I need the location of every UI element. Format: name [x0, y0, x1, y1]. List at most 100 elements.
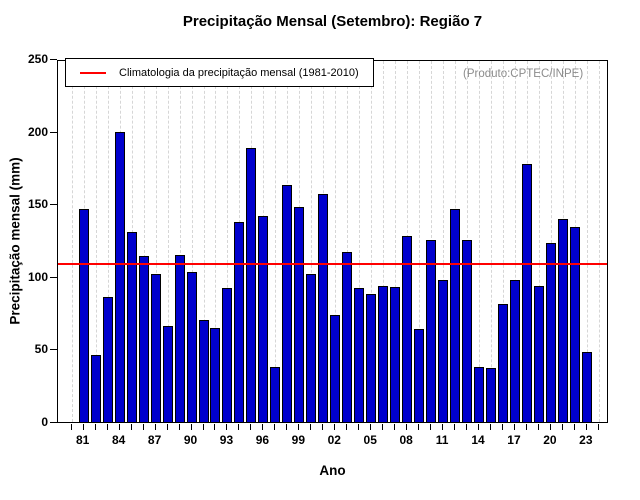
- x-tick-label-11: 11: [435, 433, 449, 447]
- x-tick-2015: [490, 424, 492, 430]
- x-tick-2020: [549, 424, 551, 430]
- x-tick-label-87: 87: [147, 433, 162, 447]
- y-tick-label-250: 250: [27, 52, 48, 66]
- x-tick-label-84: 84: [111, 433, 126, 447]
- y-tick-label-100: 100: [27, 270, 48, 284]
- x-tick-2019: [537, 424, 539, 430]
- bar-2023: [581, 352, 592, 422]
- x-tick-label-81: 81: [76, 433, 90, 447]
- x-tick-1999: [298, 424, 300, 430]
- x-tick-1998: [286, 424, 288, 430]
- gridline-2003: [347, 61, 349, 422]
- chart-title: Precipitação Mensal (Setembro): Região 7: [182, 13, 483, 30]
- x-tick-2009: [418, 424, 420, 430]
- bar-2004: [354, 288, 365, 422]
- x-tick-1980: [70, 424, 72, 430]
- x-tick-label-08: 08: [399, 433, 413, 447]
- bar-2016: [498, 304, 508, 422]
- x-tick-2007: [394, 424, 396, 430]
- y-tick-label-200: 200: [27, 125, 48, 139]
- bar-1999: [294, 207, 305, 422]
- bar-2003: [342, 252, 353, 422]
- gridline-2002: [335, 61, 337, 422]
- x-tick-2013: [466, 424, 468, 430]
- gridline-1993: [227, 61, 229, 422]
- x-tick-2011: [442, 424, 444, 430]
- bar-2007: [390, 287, 401, 422]
- bar-2019: [533, 286, 544, 422]
- x-tick-label-05: 05: [363, 433, 377, 447]
- gridline-2007: [395, 61, 397, 422]
- bar-2008: [402, 236, 413, 422]
- bar-1998: [282, 185, 293, 422]
- gridline-2020: [550, 61, 552, 422]
- x-tick-2017: [513, 424, 515, 430]
- y-axis-title: Precipitação mensal (mm): [7, 157, 23, 325]
- bar-2001: [318, 194, 329, 422]
- x-tick-2003: [346, 424, 348, 430]
- legend-box: Climatologia da precipitação mensal (198…: [65, 58, 374, 87]
- gridline-2016: [503, 61, 504, 422]
- gridline-1982: [95, 61, 97, 422]
- bar-1992: [210, 328, 221, 422]
- x-tick-1986: [142, 424, 144, 430]
- product-annotation: (Produto:CPTEC/INPE): [463, 68, 584, 80]
- bar-1993: [222, 288, 233, 422]
- gridline-1991: [203, 61, 205, 422]
- x-tick-2004: [358, 424, 360, 430]
- y-tick-250: [50, 59, 57, 60]
- y-tick-200: [50, 132, 57, 133]
- x-tick-1991: [202, 424, 204, 430]
- y-tick-0: [50, 422, 57, 423]
- gridline-1997: [275, 61, 277, 422]
- bar-1982: [90, 355, 101, 422]
- x-tick-2008: [406, 424, 408, 430]
- bar-1994: [234, 222, 245, 422]
- x-tick-2000: [310, 424, 312, 430]
- x-tick-2010: [430, 424, 432, 430]
- bar-1988: [162, 326, 173, 422]
- gridline-2006: [383, 61, 385, 422]
- x-tick-1989: [178, 424, 180, 430]
- x-tick-label-17: 17: [507, 433, 521, 447]
- legend-label: Climatologia da precipitação mensal (198…: [119, 66, 359, 79]
- y-tick-label-150: 150: [27, 197, 48, 211]
- x-tick-2012: [454, 424, 456, 430]
- bar-1989: [174, 255, 185, 422]
- x-tick-2014: [478, 424, 480, 430]
- x-tick-2023: [585, 424, 587, 430]
- x-tick-label-14: 14: [471, 433, 485, 447]
- gridline-1988: [167, 61, 169, 422]
- gridline-1986: [143, 61, 145, 422]
- x-tick-label-99: 99: [291, 433, 305, 447]
- bar-1985: [126, 232, 137, 422]
- legend-red-line-icon: [80, 71, 106, 74]
- x-tick-2024: [597, 424, 599, 430]
- bar-2017: [509, 280, 520, 422]
- y-tick-label-50: 50: [34, 342, 48, 356]
- bar-2022: [569, 227, 580, 422]
- gridline-2017: [514, 61, 516, 422]
- y-tick-label-0: 0: [41, 415, 48, 429]
- gridline-2004: [359, 61, 361, 422]
- bar-2005: [366, 294, 377, 422]
- x-axis-title: Ano: [319, 463, 346, 478]
- x-tick-1996: [262, 424, 264, 430]
- gridline-2009: [419, 61, 421, 422]
- gridline-2015: [491, 61, 493, 422]
- climatology-line: [58, 263, 607, 265]
- gridline-2024: [598, 61, 600, 422]
- bar-1996: [258, 216, 269, 422]
- bar-2012: [450, 209, 461, 422]
- gridline-1990: [191, 61, 193, 422]
- x-tick-2018: [525, 424, 527, 430]
- x-tick-label-23: 23: [579, 433, 593, 447]
- gridline-2014: [479, 61, 481, 422]
- x-tick-2022: [573, 424, 575, 430]
- bar-2009: [414, 329, 425, 422]
- x-tick-1987: [154, 424, 156, 430]
- x-tick-2021: [561, 424, 563, 430]
- gridline-1992: [215, 61, 217, 422]
- x-tick-1988: [166, 424, 168, 430]
